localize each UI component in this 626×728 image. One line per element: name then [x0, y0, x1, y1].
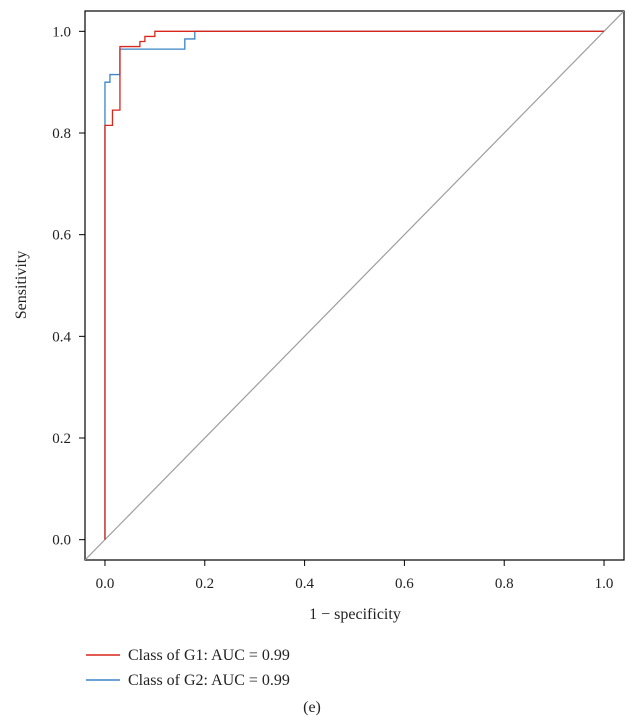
- y-tick-label: 0.8: [52, 126, 71, 142]
- y-tick-label: 0.2: [52, 431, 71, 447]
- y-tick-label: 0.0: [52, 533, 71, 549]
- roc-series-line-1: [104, 30, 605, 540]
- x-tick-label: 0.0: [96, 576, 115, 592]
- figure-caption: (e): [303, 699, 321, 716]
- x-axis-label: 1 − specificity: [309, 606, 401, 623]
- legend-label-2: Class of G2: AUC = 0.99: [128, 672, 290, 689]
- y-tick-label: 1.0: [52, 24, 71, 40]
- x-tick-label: 0.2: [195, 576, 214, 592]
- y-axis-label: Sensitivity: [13, 251, 30, 319]
- plot-frame: [84, 10, 625, 561]
- x-tick-label: 1.0: [595, 576, 614, 592]
- x-tick-label: 0.8: [495, 576, 514, 592]
- x-tick-label: 0.4: [295, 576, 314, 592]
- x-tick-label: 0.6: [395, 576, 414, 592]
- y-tick-label: 0.6: [52, 228, 71, 244]
- legend-label-1: Class of G1: AUC = 0.99: [128, 647, 290, 664]
- reference-diagonal-line: [85, 11, 624, 560]
- y-tick-label: 0.4: [52, 329, 71, 345]
